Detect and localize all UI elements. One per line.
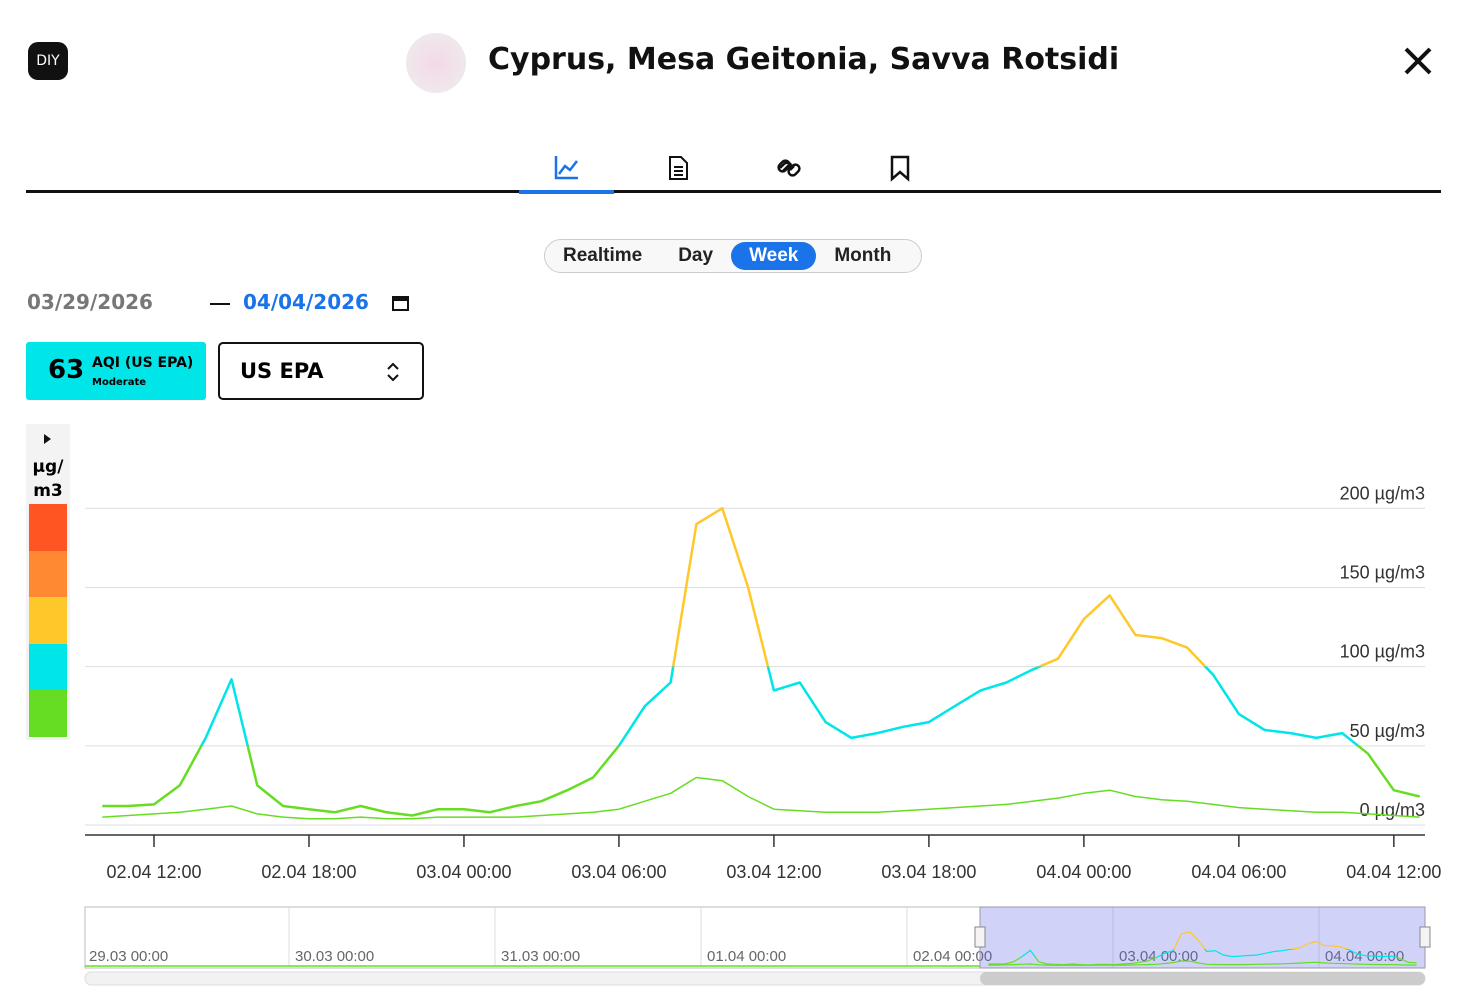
aqi-badge: 63 AQI (US EPA) Moderate — [26, 342, 206, 400]
y-tick-label: 50 µg/m3 — [1350, 721, 1425, 741]
date-to[interactable]: 04/04/2026 — [243, 290, 369, 314]
x-tick-label: 02.04 18:00 — [261, 862, 356, 882]
tab-chart[interactable] — [554, 156, 578, 180]
scale-panel — [26, 424, 70, 740]
scale-color — [29, 504, 67, 551]
x-tick-label: 04.04 12:00 — [1346, 862, 1441, 882]
navigator-window — [979, 906, 1426, 969]
standard-select[interactable]: US EPA — [218, 342, 424, 400]
aqi-value: 63 — [48, 355, 85, 385]
series-line — [102, 776, 1420, 820]
select-value: US EPA — [240, 359, 324, 383]
scale-color — [29, 597, 67, 644]
scrollbar-thumb[interactable] — [980, 972, 1425, 985]
tab-link[interactable] — [777, 159, 801, 177]
date-dash — [210, 303, 230, 305]
expand-arrow[interactable] — [43, 433, 53, 445]
aqi-status: Moderate — [92, 377, 147, 388]
navigator-label: 29.03 00:00 — [89, 948, 168, 965]
avatar — [406, 33, 466, 93]
x-tick-label: 03.04 00:00 — [416, 862, 511, 882]
navigator-handle[interactable] — [974, 926, 986, 948]
tab-line — [26, 190, 1441, 193]
x-tick-label: 02.04 12:00 — [106, 862, 201, 882]
navigator-line — [988, 960, 1417, 966]
navigator-label: 01.04 00:00 — [707, 948, 786, 965]
date-from[interactable]: 03/29/2026 — [27, 290, 153, 314]
x-tick-label: 03.04 12:00 — [726, 862, 821, 882]
range-option[interactable]: Day — [678, 245, 714, 266]
range-selector: Realtime Day Week Month — [544, 239, 922, 273]
navigator-label: 02.04 00:00 — [913, 948, 992, 965]
y-tick-label: 150 µg/m3 — [1340, 562, 1425, 582]
tab-document[interactable] — [669, 156, 688, 180]
tab-indicator — [519, 190, 614, 194]
title: Cyprus, Mesa Geitonia, Savva Rotsidi — [488, 42, 1120, 77]
tabs — [554, 155, 910, 182]
tab-bookmark[interactable] — [890, 155, 910, 182]
navigator-label: 30.03 00:00 — [295, 948, 374, 965]
range-option[interactable]: Realtime — [563, 245, 643, 266]
navigator-label: 31.03 00:00 — [501, 948, 580, 965]
scale-color — [29, 643, 67, 690]
range-option[interactable]: Week — [731, 242, 817, 270]
calendar-icon[interactable] — [391, 293, 411, 313]
x-tick-label: 04.04 00:00 — [1036, 862, 1131, 882]
navigator-label: 04.04 00:00 — [1325, 948, 1404, 965]
navigator-handle[interactable] — [1419, 926, 1431, 948]
range-option[interactable]: Month — [834, 245, 892, 266]
navigator-frame — [84, 906, 1426, 969]
y-tick-label: 200 µg/m3 — [1340, 483, 1425, 503]
unit-label: µg/m3 — [32, 457, 64, 501]
x-tick-label: 04.04 06:00 — [1191, 862, 1286, 882]
series-line — [102, 507, 1420, 817]
x-tick-label: 03.04 06:00 — [571, 862, 666, 882]
navigator-line — [988, 931, 1417, 966]
y-tick-label: 100 µg/m3 — [1340, 642, 1425, 662]
scale-color — [29, 550, 67, 597]
select-arrows — [387, 362, 399, 382]
aqi-label: AQI (US EPA) — [92, 355, 194, 371]
close-button[interactable] — [1402, 45, 1434, 77]
logo[interactable]: DIY — [28, 42, 68, 80]
x-tick-label: 03.04 18:00 — [881, 862, 976, 882]
scale-color — [29, 690, 67, 737]
